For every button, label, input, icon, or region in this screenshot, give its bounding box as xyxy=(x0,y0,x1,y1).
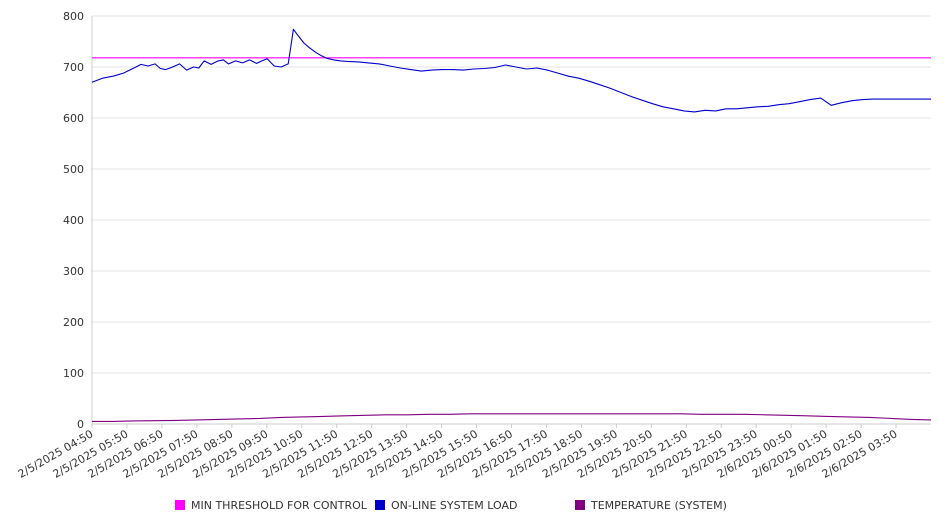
y-tick-label: 300 xyxy=(63,265,84,278)
y-tick-label: 600 xyxy=(63,112,84,125)
axes xyxy=(91,16,931,428)
legend-item-min-threshold[interactable]: MIN THRESHOLD FOR CONTROL xyxy=(175,497,367,513)
legend-swatch-online-system-load xyxy=(375,500,385,510)
legend-label-min-threshold: MIN THRESHOLD FOR CONTROL xyxy=(191,498,367,512)
x-tick-labels: 2/5/2025 04:502/5/2025 05:502/5/2025 06:… xyxy=(16,427,900,481)
legend-swatch-temperature xyxy=(575,500,585,510)
legend-item-temperature[interactable]: TEMPERATURE (SYSTEM) xyxy=(575,497,727,513)
series-line-temperature-system xyxy=(92,413,932,422)
legend-label-online-system-load: ON-LINE SYSTEM LOAD xyxy=(391,498,518,512)
y-tick-label: 800 xyxy=(63,10,84,23)
legend-item-online-system-load[interactable]: ON-LINE SYSTEM LOAD xyxy=(375,497,517,513)
series-line-on-line-system-load xyxy=(91,28,931,113)
legend: MIN THRESHOLD FOR CONTROL ON-LINE SYSTEM… xyxy=(0,497,946,515)
legend-swatch-min-threshold xyxy=(175,500,185,510)
y-tick-label: 400 xyxy=(63,214,84,227)
y-tick-label: 500 xyxy=(63,163,84,176)
y-tick-label: 200 xyxy=(63,316,84,329)
y-tick-label: 100 xyxy=(63,367,84,380)
y-tick-label: 0 xyxy=(77,418,84,431)
legend-label-temperature: TEMPERATURE (SYSTEM) xyxy=(591,498,727,512)
y-tick-labels: 0 100 200 300 400 500 600 700 800 xyxy=(63,10,84,431)
series-lines xyxy=(91,28,932,422)
y-tick-label: 700 xyxy=(63,61,84,74)
gridlines xyxy=(92,15,931,425)
